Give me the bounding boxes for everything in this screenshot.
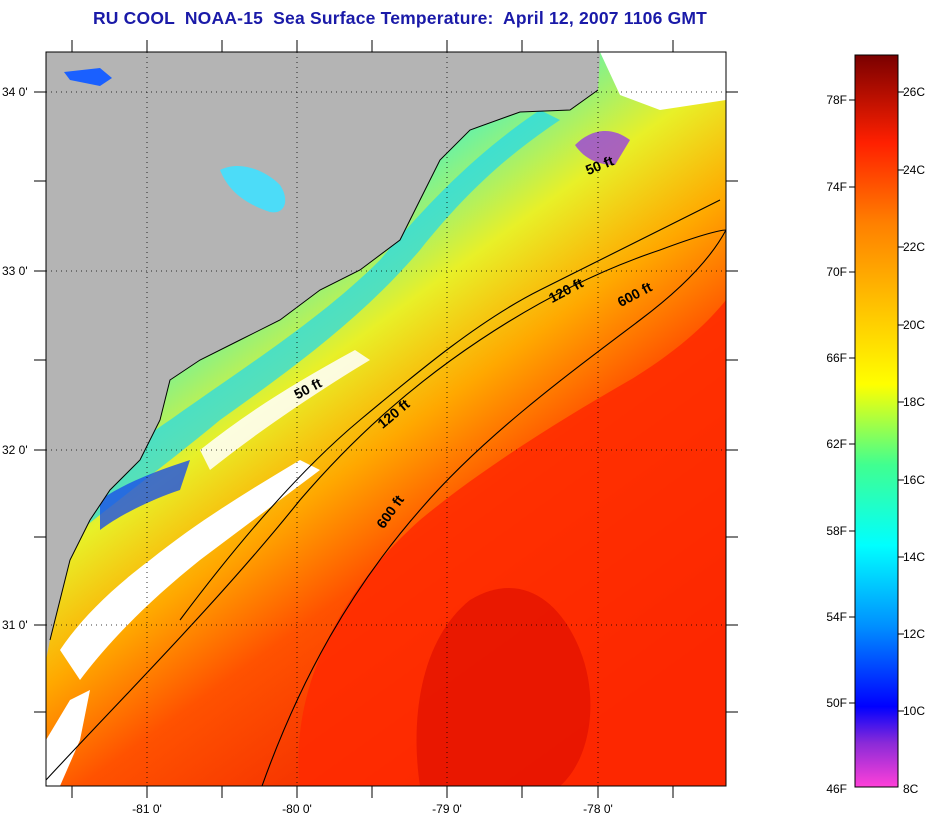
cloud-mask [600,52,726,110]
lon-label: -79 0' [432,802,462,816]
colorbar-c-label: 22C [903,240,925,254]
lat-label: 31 0' [2,618,28,632]
colorbar-f-label: 58F [826,524,847,538]
colorbar-c-label: 20C [903,318,925,332]
colorbar-c-label: 24C [903,163,925,177]
colorbar-c-label: 10C [903,704,925,718]
map-panel [46,52,726,786]
colorbar-f-label: 50F [826,696,847,710]
colorbar-ticks [849,91,904,712]
cloud-mask [200,350,370,470]
colorbar-c-label: 16C [903,473,925,487]
inland-water [220,165,286,213]
gulf-stream [298,300,726,786]
colorbar-c-label: 18C [903,395,925,409]
colorbar-c-label: 26C [903,85,925,99]
colorbar-f-label: 46F [826,782,847,796]
colorbar-c-label: 14C [903,550,925,564]
cold-coastal-band [46,110,560,560]
colorbar-f-label: 70F [826,265,847,279]
lat-label: 34 0' [2,85,28,99]
cloud-mask [60,460,320,680]
colorbar-f-label: 66F [826,351,847,365]
cold-patch [100,460,190,530]
colorbar [854,54,899,788]
inland-water [64,68,112,86]
lon-label: -78 0' [583,802,613,816]
cloud-mask [46,690,90,786]
gulf-stream-core [416,588,591,786]
land-mass [46,52,600,660]
map-title: RU COOL NOAA-15 Sea Surface Temperature:… [92,8,708,28]
lon-label: -80 0' [282,802,312,816]
lat-label: 32 0' [2,443,28,457]
colorbar-c-label: 12C [903,627,925,641]
colorbar-f-label: 62F [826,437,847,451]
contour-50ft [46,229,726,781]
coastline [49,89,599,641]
colorbar-f-label: 78F [826,93,847,107]
map-frame [45,51,727,787]
cold-patch [575,130,630,165]
colorbar-c-label: 8C [903,782,919,796]
lat-label: 33 0' [2,264,28,278]
contour-600ft [261,229,726,786]
colorbar-f-label: 74F [826,180,847,194]
contour-120ft [179,199,721,621]
axis-ticks [34,40,738,798]
graticule [46,52,726,786]
colorbar-f-label: 54F [826,610,847,624]
lon-label: -81 0' [132,802,162,816]
